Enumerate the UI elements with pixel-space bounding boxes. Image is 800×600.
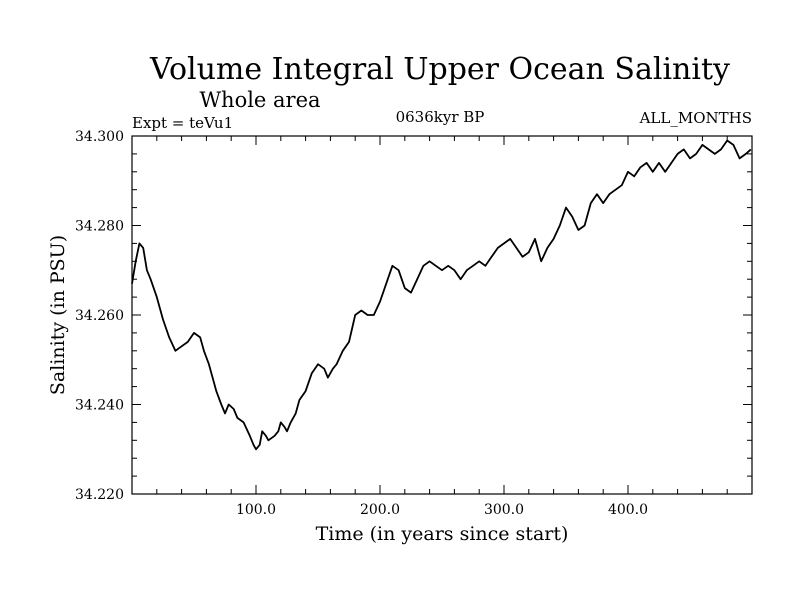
y-tick-label: 34.280: [75, 219, 124, 235]
y-axis-label: Salinity (in PSU): [47, 235, 69, 395]
x-tick-label: 100.0: [236, 502, 276, 518]
y-tick-label: 34.260: [75, 308, 124, 324]
x-tick-label: 400.0: [608, 502, 648, 518]
x-axis-label: Time (in years since start): [316, 523, 569, 545]
header-period: 0636kyr BP: [396, 108, 485, 126]
y-tick-label: 34.240: [75, 398, 124, 414]
y-tick-label: 34.300: [75, 129, 124, 145]
salinity-series-line: [131, 139, 752, 451]
x-tick-label: 200.0: [360, 502, 400, 518]
y-axis-ticks: 34.220 34.240 34.260 34.280 34.300: [75, 129, 752, 503]
y-tick-label: 34.220: [75, 487, 124, 503]
header-experiment: Expt = teVu1: [132, 114, 233, 132]
x-tick-label: 300.0: [484, 502, 524, 518]
header-months: ALL_MONTHS: [639, 109, 752, 127]
x-axis-ticks: 100.0 200.0 300.0 400.0: [156, 136, 728, 518]
chart-title: Volume Integral Upper Ocean Salinity: [149, 52, 730, 87]
chart-subtitle: Whole area: [199, 88, 320, 112]
